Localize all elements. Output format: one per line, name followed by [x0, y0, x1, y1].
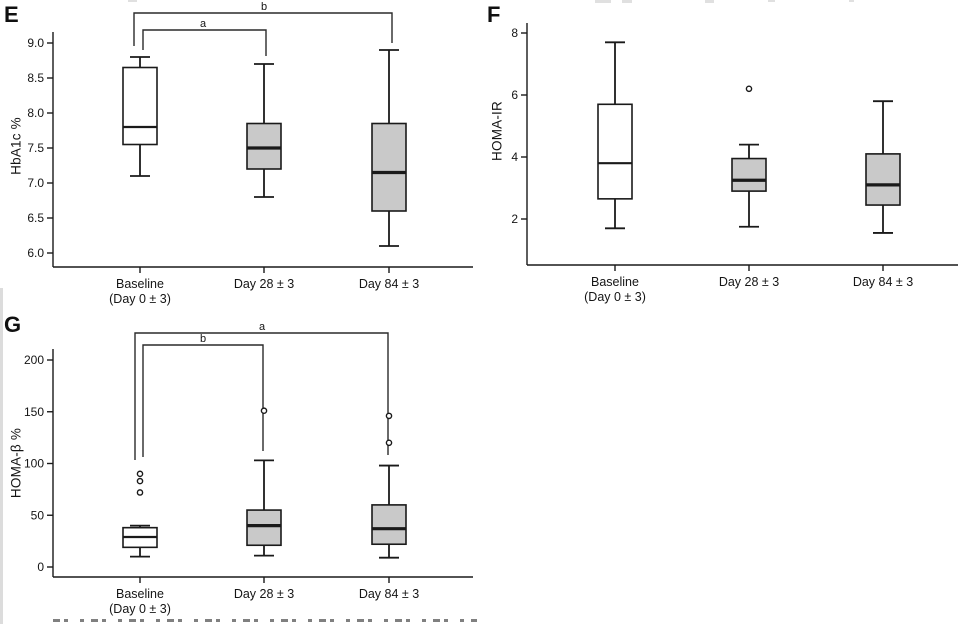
cropped-text-artifact: [128, 0, 137, 2]
outlier-point: [745, 85, 753, 93]
box-iqr: [246, 509, 282, 547]
box-iqr: [122, 66, 158, 146]
outlier-point: [260, 407, 268, 415]
boxplot-homa-ir: 8 6 4 2 Baseline(Day 0 ± 3) Day 28 ± 3 Day 84 …: [511, 23, 958, 304]
y-tick-label: 0: [37, 560, 44, 574]
y-tick-label: 7.0: [27, 176, 44, 190]
cropped-text-artifact: [768, 0, 775, 2]
box-iqr: [246, 122, 282, 170]
significance-bracket: [134, 332, 389, 460]
cropped-text-artifact: [622, 0, 632, 3]
category-label: Day 28 ± 3: [234, 277, 294, 291]
category-label: Day 84 ± 3: [359, 587, 419, 601]
scan-edge-artifact: [0, 288, 3, 624]
category-label: (Day 0 ± 3): [109, 292, 171, 306]
y-tick-label: 100: [24, 457, 44, 471]
y-tick-label: 9.0: [27, 36, 44, 50]
significance-bracket: [142, 344, 264, 457]
category-label: (Day 0 ± 3): [109, 602, 171, 616]
cropped-text-artifact: [849, 0, 854, 2]
significance-label: b: [200, 333, 206, 345]
category-label: Baseline: [591, 275, 639, 289]
significance-bracket: [142, 29, 267, 56]
category-label: Baseline: [116, 587, 164, 601]
box-iqr: [597, 103, 633, 200]
panel-letter-f: F: [487, 2, 501, 27]
boxplot-homa-beta: a b 200 150 100 50 0 Baseline(Day 0 ± 3) Day 28 …: [24, 321, 473, 616]
y-tick-label: 8: [511, 26, 518, 40]
y-tick-label: 7.5: [27, 141, 44, 155]
category-label: Day 28 ± 3: [719, 275, 779, 289]
outlier-point: [385, 439, 393, 447]
category-label: (Day 0 ± 3): [584, 290, 646, 304]
outlier-point: [385, 412, 393, 420]
box-iqr: [731, 157, 767, 192]
y-tick-label: 6.5: [27, 211, 44, 225]
significance-label: a: [200, 18, 207, 30]
box-iqr: [865, 153, 901, 206]
y-tick-label: 8.5: [27, 71, 44, 85]
boxplot-hba1c: b a 9.0 8.5 8.0 7.5 7.0 6.5 6.0 Baseline(Day 0 ± …: [27, 1, 473, 306]
panel-homa-beta: G HOMA-β % a b 200 150 100 50 0 Baseline (Day 0 …: [0, 300, 489, 624]
significance-bracket: [133, 12, 393, 46]
cropped-text-artifact: [705, 0, 714, 3]
panel-homa-ir: F HOMA-IR 8 6 4 2 Baseline (Day 0 ± 3) Day 28 …: [480, 0, 978, 312]
panel-letter-g: G: [4, 312, 22, 337]
y-tick-label: 6: [511, 88, 518, 102]
y-tick-label: 8.0: [27, 106, 44, 120]
y-tick-label: 200: [24, 353, 44, 367]
y-tick-label: 50: [31, 508, 45, 522]
category-label: Day 28 ± 3: [234, 587, 294, 601]
y-tick-label: 4: [511, 150, 518, 164]
y-tick-label: 6.0: [27, 246, 44, 260]
y-tick-label: 150: [24, 405, 44, 419]
panel-letter-e: E: [4, 2, 19, 27]
cut-off-caption-artifact: [53, 619, 477, 622]
outlier-point: [136, 489, 144, 496]
outlier-point: [136, 477, 144, 485]
outlier-point: [136, 470, 144, 478]
box-iqr: [371, 504, 407, 546]
box-iqr: [371, 122, 407, 212]
panel-hba1c: E HbA1c % b a 9.0 8.5 8.0 7.5 7.0 6.5 6.0 Baselin…: [0, 0, 489, 312]
category-label: Baseline: [116, 277, 164, 291]
cropped-text-artifact: [595, 0, 611, 3]
category-label: Day 84 ± 3: [359, 277, 419, 291]
y-tick-label: 2: [511, 212, 518, 226]
significance-label: b: [261, 1, 267, 13]
category-label: Day 84 ± 3: [853, 275, 913, 289]
significance-label: a: [259, 321, 266, 333]
